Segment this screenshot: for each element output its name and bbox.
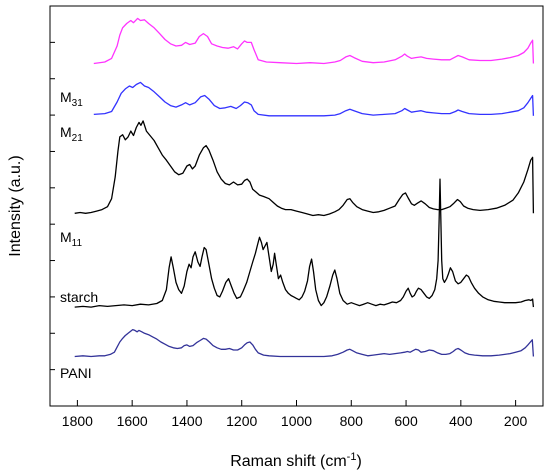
series-label-main: M: [60, 89, 72, 105]
series-line-m21: [93, 81, 535, 117]
series-label-sub: 11: [72, 238, 83, 249]
series-label-starch: starch: [60, 289, 98, 305]
series-label-main: M: [60, 124, 72, 140]
series-label-m11: M11: [60, 229, 82, 249]
x-tick-label-400: 400: [449, 413, 473, 429]
x-axis-title-main: Raman shift (cm: [230, 453, 346, 470]
x-tick-label-1800: 1800: [62, 413, 93, 429]
x-axis-title-sup: -1: [347, 451, 357, 463]
series-layer: [74, 17, 535, 358]
x-axis-ticks: 1800 1600 1400 1200 1000 800 600 400 200: [62, 400, 528, 429]
series-label-sub: 31: [72, 98, 84, 109]
x-tick-label-1000: 1000: [281, 413, 312, 429]
series-label-pani: PANI: [60, 365, 92, 381]
x-tick-label-200: 200: [504, 413, 528, 429]
plot-frame: [49, 5, 544, 407]
x-tick-label-1600: 1600: [117, 413, 148, 429]
series-label-m21: M21: [60, 124, 83, 144]
x-axis-title-close: ): [356, 453, 361, 470]
series-line-starch: [74, 178, 535, 308]
x-tick-label-1400: 1400: [171, 413, 202, 429]
series-label-main: PANI: [60, 365, 92, 381]
x-axis-title: Raman shift (cm-1): [230, 451, 362, 470]
y-axis-title: Intensity (a.u.): [7, 155, 24, 256]
series-line-m31: [93, 17, 535, 65]
x-tick-label-800: 800: [340, 413, 364, 429]
x-tick-label-600: 600: [394, 413, 418, 429]
series-line-m11: [74, 120, 535, 217]
series-line-pani: [74, 328, 535, 358]
y-axis-ticks: [50, 41, 55, 371]
series-label-m31: M31: [60, 89, 83, 109]
series-label-sub: 21: [72, 133, 84, 144]
series-label-main: starch: [60, 289, 98, 305]
x-tick-label-1200: 1200: [226, 413, 257, 429]
series-label-main: M: [60, 229, 72, 245]
